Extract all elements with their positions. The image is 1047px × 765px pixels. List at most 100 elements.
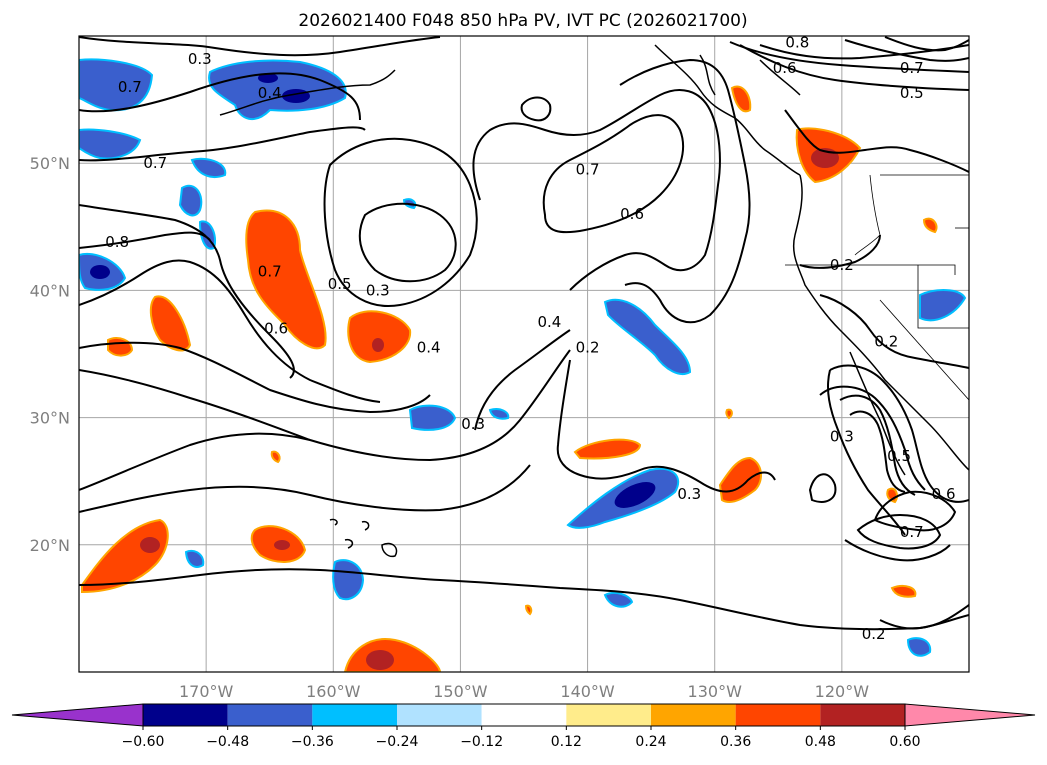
map-background [79,36,969,672]
contour-label: 0.6 [773,59,797,77]
pv-positive-region [270,450,281,464]
map-title: 2026021400 F048 850 hPa PV, IVT PC (2026… [298,11,747,31]
pv-negative-region [603,592,634,608]
contour-label: 0.2 [830,256,854,274]
pv-positive-region [922,217,938,234]
colorbar-segment [651,704,736,726]
colorbar-extend-low [11,703,144,727]
colorbar-tick-label: −0.48 [206,734,249,750]
contour-label: 0.8 [785,33,809,51]
pv-positive-core [140,537,160,553]
pv-negative-region [408,404,457,431]
pv-negative-region [184,549,205,568]
pv-negative-region [488,408,510,420]
contour-label: 0.2 [874,332,898,350]
pv-negative-region [906,637,932,657]
lon-label: 150°W [433,682,488,701]
pv-negative-region [178,184,203,217]
contour-label: 0.2 [576,339,600,357]
pv-negative-region [79,128,142,160]
colorbar-tick-label: 0.12 [551,734,582,750]
contour-label: 0.3 [366,281,390,299]
pv-positive-region [149,295,192,352]
pv-negative-core [90,265,110,279]
pv-positive-region [890,585,917,598]
pv-positive-core [372,338,384,352]
contour-label: 0.3 [677,485,701,503]
colorbar: −0.60 −0.48 −0.36 −0.24 −0.12 0.12 0.24 0.36 0.4… [11,703,1036,750]
colorbar-segment [312,704,397,726]
contour-label: 0.7 [143,154,167,172]
pv-positive-region [524,604,533,616]
lon-label: 130°W [688,682,743,701]
map-frame [78,35,970,673]
contour-label: 0.7 [118,78,142,96]
colorbar-tick-label: −0.12 [460,734,503,750]
latitude-labels: 50°N 40°N 30°N 20°N [30,154,70,555]
contour-label: 0.2 [862,625,886,643]
lat-label: 40°N [30,281,70,300]
contour-label: 0.3 [461,415,485,433]
colorbar-tick-label: −0.24 [376,734,419,750]
lat-label: 50°N [30,154,70,173]
contour-label: 0.6 [932,485,956,503]
pv-positive-region [573,438,642,460]
contour-label: 0.3 [830,428,854,446]
pv-positive-region [730,85,752,113]
pv-shading [79,58,967,672]
contour-label: 0.4 [537,313,561,331]
contour-label: 0.8 [105,233,129,251]
contour-label: 0.6 [264,320,288,338]
lon-label: 140°W [560,682,615,701]
pv-negative-region [603,298,692,375]
contour-labels: 0.3 0.4 0.7 0.7 0.8 0.7 0.6 0.5 0.3 0.4 0.7 0.6 0.4 0… [105,33,956,643]
contour-label: 0.7 [900,59,924,77]
contour-label: 0.7 [900,523,924,541]
lat-label: 30°N [30,409,70,428]
pv-positive-region [725,408,733,420]
contour-label: 0.7 [576,161,600,179]
colorbar-segment [397,704,482,726]
pv-negative-core [258,73,278,83]
colorbar-segment [820,704,905,726]
contour-label: 0.4 [417,339,441,357]
lon-label: 120°W [815,682,870,701]
lat-label: 20°N [30,536,70,555]
pv-positive-region [347,310,412,364]
colorbar-tick-label: 0.48 [805,734,836,750]
colorbar-segment [566,704,651,726]
colorbar-tick-label: 0.36 [720,734,751,750]
contour-label: 0.5 [887,447,911,465]
contour-label: 0.5 [900,84,924,102]
longitude-labels: 170°W 160°W 150°W 140°W 130°W 120°W [179,682,869,701]
pv-negative-region [208,59,347,120]
contour-label: 0.5 [328,275,352,293]
contour-label: 0.3 [188,50,212,68]
pv-positive-core [274,540,290,550]
pv-negative-region [79,58,154,112]
pv-negative-region [919,289,967,322]
colorbar-segment [481,704,567,726]
colorbar-tick-label: 0.24 [635,734,666,750]
colorbar-segment [143,704,228,726]
lon-label: 160°W [306,682,361,701]
colorbar-segment [735,704,821,726]
pv-negative-core [614,482,656,508]
colorbar-tick-label: 0.60 [889,734,920,750]
pv-contours [79,36,969,631]
pv-positive-region [245,209,327,350]
colorbar-frame [142,703,906,727]
map-panel: 0.3 0.4 0.7 0.7 0.8 0.7 0.6 0.5 0.3 0.4 0.7 0.6 0.4 0… [78,33,970,673]
pv-negative-region [332,559,365,600]
contour-label: 0.7 [258,262,282,280]
pv-positive-core [366,650,394,670]
colorbar-extend-high [904,703,1036,727]
colorbar-tick-label: −0.60 [122,734,165,750]
colorbar-segment [227,704,313,726]
lon-label: 170°W [179,682,234,701]
coastlines [219,44,969,558]
contour-label: 0.4 [258,84,282,102]
colorbar-tick-label: −0.36 [291,734,334,750]
pv-negative-region [190,157,227,179]
